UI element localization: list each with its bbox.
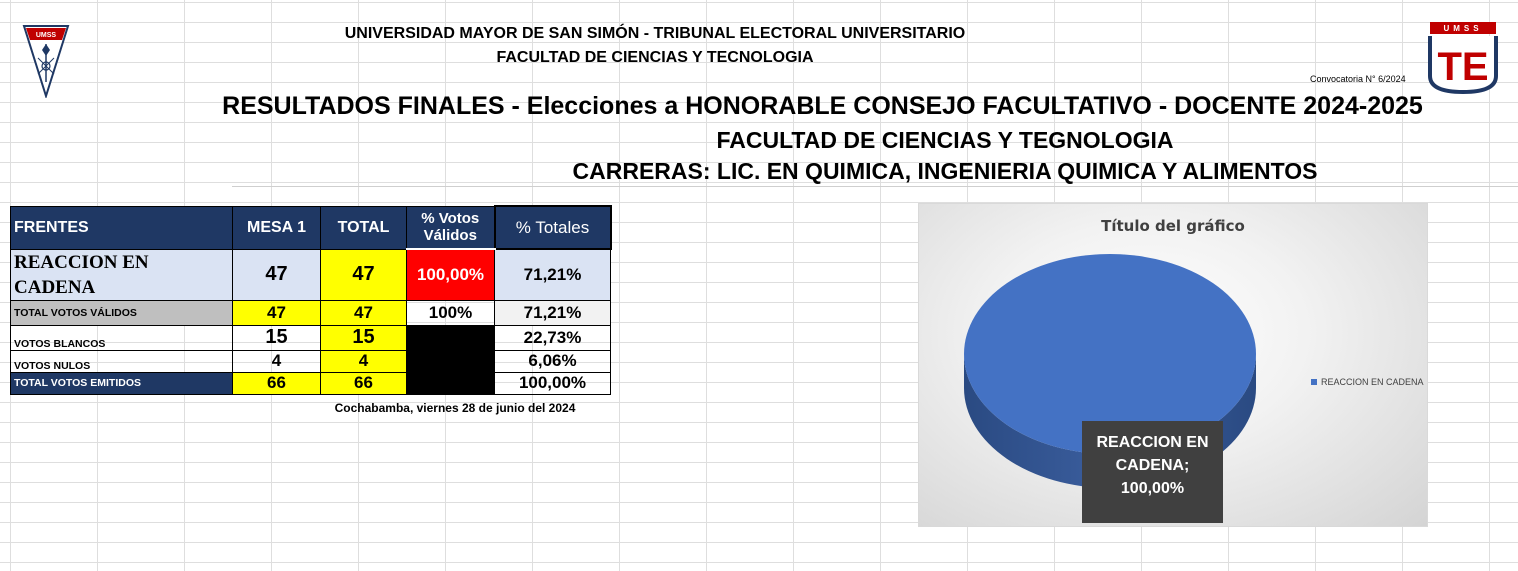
header-pct-validos: % Votos Válidos — [406, 205, 495, 250]
header-mesa1: MESA 1 — [232, 205, 321, 250]
chart-title: Título del gráfico — [1101, 217, 1245, 235]
cell-pct-totales: 6,06% — [494, 349, 611, 373]
cell-total: 47 — [320, 248, 407, 301]
subtitle-faculty: FACULTAD DE CIENCIAS Y TEGNOLOGIA — [716, 127, 1174, 153]
results-table: FRENTES MESA 1 TOTAL % Votos Válidos % T… — [10, 205, 612, 395]
pie-chart[interactable]: Título del gráfico REACCION EN CADENA RE… — [918, 203, 1428, 527]
footer-date: Cochabamba, viernes 28 de junio del 2024 — [334, 401, 576, 415]
subtitle-careers: CARRERAS: LIC. EN QUIMICA, INGENIERIA QU… — [572, 158, 1318, 184]
cell-total: 66 — [320, 371, 407, 395]
header-frentes: FRENTES — [10, 205, 233, 250]
cell-total: 47 — [320, 299, 407, 326]
legend-label: REACCION EN CADENA — [1321, 377, 1424, 387]
cell-pct-totales: 100,00% — [494, 371, 611, 395]
cell-total: 15 — [320, 324, 407, 351]
cell-pct-totales: 22,73% — [494, 324, 611, 351]
table-row: REACCION EN CADENA 47 47 100,00% 71,21% — [10, 248, 611, 301]
convocatoria-label: Convocatoria N° 6/2024 — [1310, 74, 1406, 84]
row-label: TOTAL VOTOS VÁLIDOS — [10, 299, 233, 326]
row-label: TOTAL VOTOS EMITIDOS — [10, 371, 233, 395]
header-pct-totales: % Totales — [493, 205, 612, 250]
te-logo-letters: TE — [1437, 45, 1488, 89]
pie-data-label: REACCION EN CADENA; 100,00% — [1082, 421, 1223, 523]
cell-pct-totales: 71,21% — [494, 299, 611, 326]
header-total: TOTAL — [320, 205, 407, 250]
cell-pct-validos: 100,00% — [406, 248, 495, 301]
pie-slice[interactable] — [964, 254, 1256, 454]
separator-line — [232, 186, 1518, 187]
legend-swatch — [1311, 379, 1317, 385]
chart-legend: REACCION EN CADENA — [1311, 377, 1424, 387]
row-label: VOTOS NULOS — [10, 349, 233, 373]
row-label: VOTOS BLANCOS — [10, 324, 233, 351]
umss-logo: UMSS — [22, 25, 70, 98]
cell-mesa1: 47 — [232, 299, 321, 326]
cell-pct-validos: 100% — [406, 299, 495, 326]
row-label: REACCION EN CADENA — [10, 248, 233, 301]
cell-total: 4 — [320, 349, 407, 373]
table-row: VOTOS NULOS 4 4 6,06% — [10, 349, 611, 373]
table-row: TOTAL VOTOS EMITIDOS 66 66 100,00% — [10, 371, 611, 395]
table-row: TOTAL VOTOS VÁLIDOS 47 47 100% 71,21% — [10, 299, 611, 326]
header-university: UNIVERSIDAD MAYOR DE SAN SIMÓN - TRIBUNA… — [344, 25, 966, 42]
page-title: RESULTADOS FINALES - Elecciones a HONORA… — [222, 92, 1423, 120]
cell-mesa1: 47 — [232, 248, 321, 301]
header-faculty: FACULTAD DE CIENCIAS Y TECNOLOGIA — [496, 49, 814, 66]
cell-mesa1: 66 — [232, 371, 321, 395]
cell-pct-totales: 71,21% — [494, 248, 611, 301]
cell-pct-validos — [406, 349, 495, 373]
table-header-row: FRENTES MESA 1 TOTAL % Votos Válidos % T… — [10, 205, 612, 250]
cell-pct-validos — [406, 324, 495, 351]
te-logo-top-text: UMSS — [1443, 24, 1482, 33]
cell-mesa1: 4 — [232, 349, 321, 373]
cell-pct-validos — [406, 371, 495, 395]
umss-logo-text: UMSS — [36, 32, 57, 39]
te-logo: UMSS TE — [1428, 22, 1498, 94]
table-row: VOTOS BLANCOS 15 15 22,73% — [10, 324, 611, 351]
cell-mesa1: 15 — [232, 324, 321, 351]
